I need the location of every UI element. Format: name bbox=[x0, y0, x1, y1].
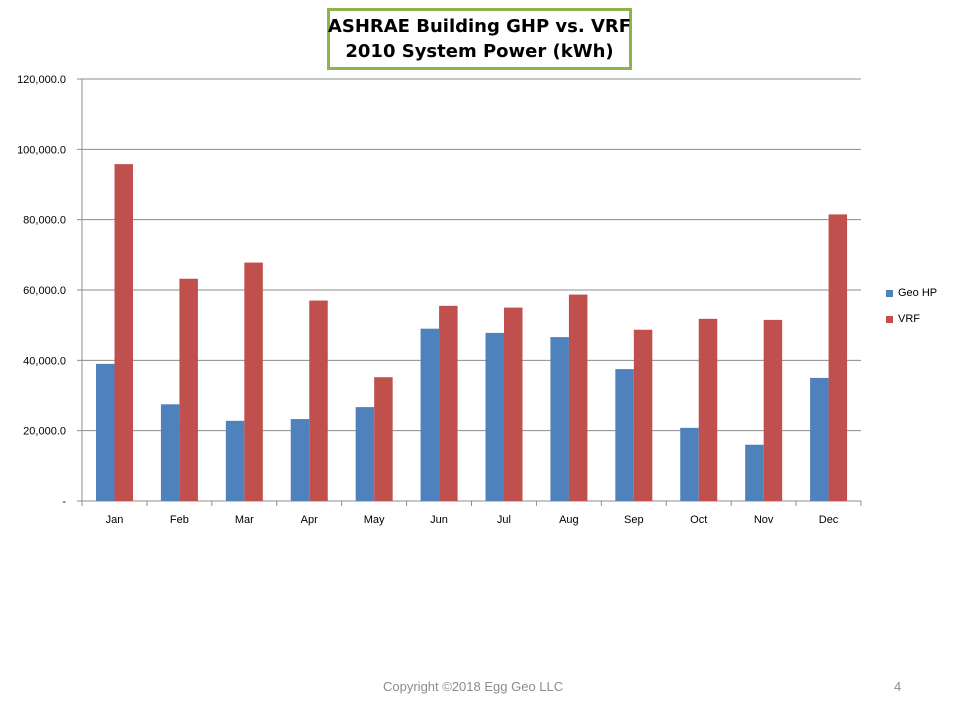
y-tick-label: 20,000.0 bbox=[23, 426, 66, 438]
x-tick-label: Jul bbox=[497, 514, 511, 526]
bar-vrf-mar bbox=[244, 262, 263, 501]
chart-title-line-2: 2010 System Power (kWh) bbox=[345, 41, 614, 62]
bar-geo-hp-may bbox=[355, 407, 375, 501]
bar-geo-hp-nov bbox=[745, 444, 764, 501]
bar-geo-hp-apr bbox=[290, 419, 310, 501]
x-tick-label: Oct bbox=[690, 514, 707, 526]
y-tick-label: 80,000.0 bbox=[23, 215, 66, 227]
x-tick-label: Nov bbox=[754, 514, 774, 526]
bar-geo-hp-oct bbox=[680, 427, 699, 501]
page-number: 4 bbox=[894, 679, 902, 694]
copyright-footer: Copyright ©2018 Egg Geo LLC bbox=[383, 679, 564, 694]
legend-swatch-vrf bbox=[886, 315, 893, 323]
legend-item-vrf: VRF bbox=[886, 306, 937, 332]
bar-vrf-feb bbox=[179, 278, 198, 501]
bar-geo-hp-aug bbox=[550, 337, 569, 501]
bar-geo-hp-jul bbox=[485, 332, 504, 501]
x-tick-label: Sep bbox=[624, 514, 644, 526]
bar-geo-hp-sep bbox=[615, 369, 634, 501]
bar-vrf-nov bbox=[763, 319, 783, 501]
bar-vrf-apr bbox=[309, 300, 328, 501]
legend-item-geo-hp: Geo HP bbox=[886, 280, 937, 306]
bar-geo-hp-feb bbox=[160, 404, 180, 501]
bar-vrf-oct bbox=[698, 318, 718, 501]
bar-geo-hp-mar bbox=[225, 420, 245, 501]
x-tick-label: Mar bbox=[235, 514, 254, 526]
y-tick-label: 60,000.0 bbox=[23, 285, 66, 297]
chart-legend: Geo HP VRF bbox=[886, 280, 937, 332]
legend-label-vrf: VRF bbox=[898, 313, 920, 325]
x-tick-label: Feb bbox=[170, 514, 189, 526]
bar-vrf-may bbox=[374, 377, 393, 501]
bar-vrf-jan bbox=[114, 164, 133, 501]
x-tick-label: Dec bbox=[819, 514, 839, 526]
y-tick-label: - bbox=[62, 496, 66, 508]
bar-geo-hp-jun bbox=[420, 328, 440, 501]
x-tick-label: Aug bbox=[559, 514, 579, 526]
x-tick-label: Jan bbox=[106, 514, 124, 526]
chart-title-box: ASHRAE Building GHP vs. VRF 2010 System … bbox=[327, 8, 632, 70]
legend-label-geo-hp: Geo HP bbox=[898, 287, 938, 299]
bar-vrf-jul bbox=[504, 307, 523, 501]
y-tick-label: 100,000.0 bbox=[17, 144, 66, 156]
bar-vrf-dec bbox=[828, 214, 848, 501]
x-tick-label: Apr bbox=[301, 514, 318, 526]
bar-geo-hp-dec bbox=[810, 377, 829, 501]
legend-swatch-geo-hp bbox=[886, 289, 893, 297]
x-tick-label: Jun bbox=[430, 514, 448, 526]
y-tick-label: 40,000.0 bbox=[23, 355, 66, 367]
x-tick-label: May bbox=[364, 514, 385, 526]
chart-title-line-1: ASHRAE Building GHP vs. VRF bbox=[327, 16, 632, 37]
bar-vrf-sep bbox=[633, 329, 653, 501]
bar-vrf-jun bbox=[439, 305, 458, 501]
y-tick-label: 120,000.0 bbox=[17, 74, 66, 86]
bar-geo-hp-jan bbox=[96, 363, 115, 501]
bar-vrf-aug bbox=[568, 294, 588, 501]
